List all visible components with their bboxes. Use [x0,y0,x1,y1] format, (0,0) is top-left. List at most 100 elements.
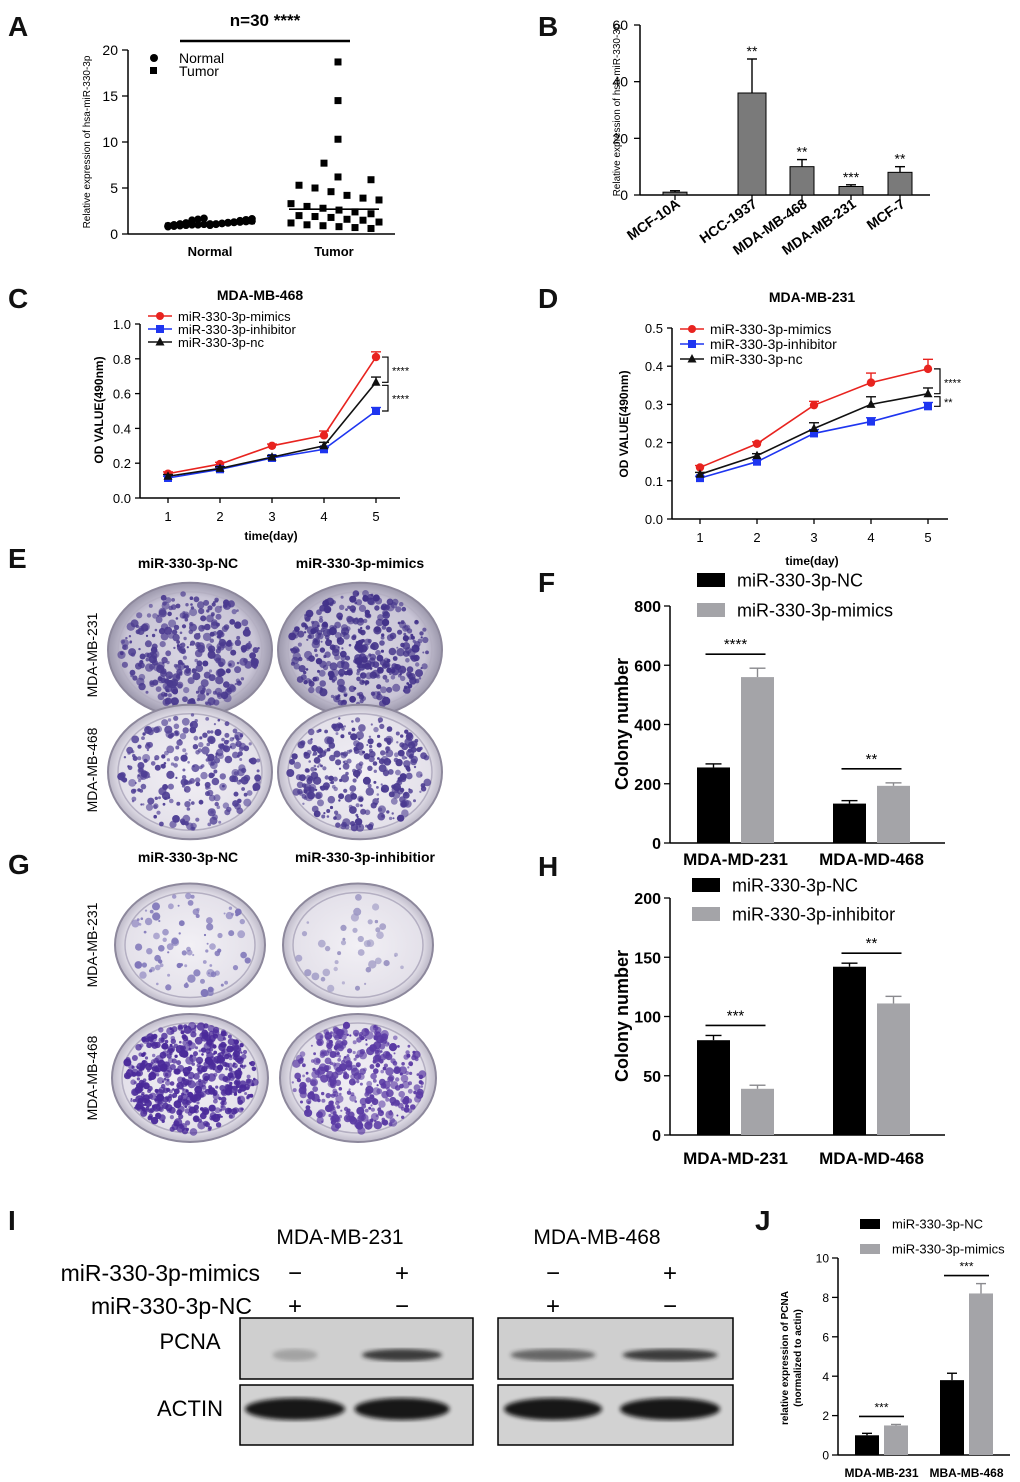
colony [146,748,150,752]
colony [367,783,372,788]
colony [175,664,182,671]
colony [182,1044,190,1052]
colony [333,786,338,792]
colony [172,815,180,823]
colony [160,594,167,601]
colony [166,943,174,951]
colony [329,1034,333,1038]
colony [392,656,398,661]
panel-a-point-normal [242,215,250,224]
colony [194,1036,203,1045]
colony [311,640,320,649]
colony [361,1103,367,1109]
colony [375,1062,381,1068]
colony [161,656,168,664]
colony [312,1067,316,1072]
colony [418,1080,423,1085]
colony [346,1090,352,1095]
colony [296,781,304,789]
colony [205,791,210,797]
colony [345,608,348,611]
colony [169,820,177,829]
colony [286,769,295,777]
colony [330,1121,334,1124]
panel-a-point-tumor [359,216,367,224]
panel-i-sign-mimics: − [288,1260,302,1287]
colony [403,685,408,690]
colony [229,1081,233,1086]
colony [168,675,172,680]
colony [288,632,297,641]
colony [405,1050,410,1055]
colony [190,894,195,899]
colony [380,686,387,694]
panel-c-xlabel: time(day) [244,529,297,543]
F-chart-ytick-label: 800 [634,599,661,616]
colony [162,784,169,790]
colony [222,1037,227,1041]
colony [355,641,359,644]
colony [402,791,410,799]
colony [346,667,353,674]
colony [145,634,149,638]
colony [370,1107,375,1112]
panel-d-legend-label: miR-330-3p-nc [710,351,803,367]
colony [125,1069,134,1077]
colony [159,821,164,827]
colony [192,953,195,957]
panel-i-sign-mimics: + [395,1260,409,1287]
colony [206,643,213,650]
panel-label-c: C [8,283,28,314]
colony [343,692,348,697]
colony [203,671,211,679]
colony [238,764,246,772]
colony [216,748,224,757]
colony [317,939,326,948]
colony [388,1110,393,1116]
colony [359,1097,368,1106]
colony [191,764,200,773]
colony [375,618,384,627]
colony [413,1084,421,1091]
colony [311,620,315,624]
panel-b-ytick-label: 60 [612,17,628,33]
colony [330,1082,336,1089]
colony [407,673,414,680]
colony [321,814,326,819]
colony [368,822,374,828]
colony [206,742,210,747]
colony [367,765,373,771]
colony [172,633,180,642]
panel-b-bar [838,186,864,196]
colony [206,923,214,931]
colony [175,617,179,620]
J-chart-legend-swatch [860,1244,880,1254]
colony [365,1038,368,1041]
colony [334,1079,342,1087]
colony [319,680,327,687]
colony [328,627,337,636]
colony [300,740,306,746]
colony [180,591,186,597]
colony [319,1063,327,1072]
colony [248,742,252,746]
panel-c-ytick-label: 0.8 [113,352,131,367]
colony [319,688,328,697]
colony [233,1039,239,1045]
colony [164,678,170,684]
colony [190,603,193,606]
panel-d-significance: **** [944,377,962,389]
colony [293,663,300,670]
colony [206,614,214,623]
colony [158,1106,164,1113]
colony [367,919,373,925]
colony [169,680,178,689]
colony [230,1108,238,1115]
panel-h-bar-chart: 0 50 100 150 200 *** MDA-MD-231 ** MDA-MD-468 miR… [612,875,945,1168]
panel-a-point-tumor [319,204,327,212]
colony [389,1096,397,1104]
panel-c-series-line [167,381,377,478]
colony [218,1096,222,1101]
colony [181,717,190,726]
colony [182,1040,188,1046]
